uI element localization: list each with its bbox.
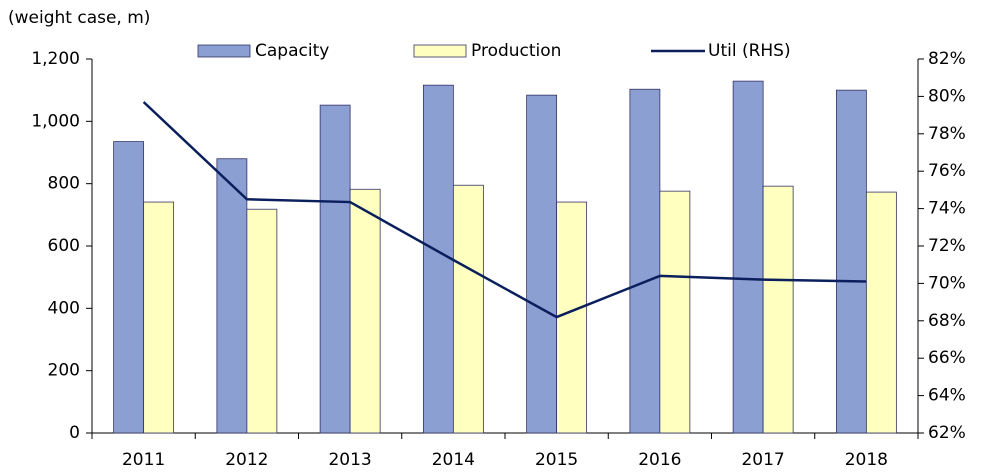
- bar: [835, 89, 867, 434]
- legend-swatch: [197, 44, 251, 58]
- legend-label: Production: [471, 41, 561, 61]
- bar: [526, 94, 558, 434]
- legend-label: Capacity: [255, 41, 329, 61]
- legend-label: Util (RHS): [708, 41, 791, 61]
- bar: [319, 104, 351, 434]
- bar: [113, 141, 145, 434]
- y2-tick-label: 62%: [928, 423, 966, 443]
- y-tick-label: 1,200: [31, 49, 80, 69]
- bar: [865, 191, 897, 434]
- y-axis-label: (weight case, m): [8, 8, 150, 28]
- y2-tick-label: 72%: [928, 236, 966, 256]
- y2-tick-label: 82%: [928, 49, 966, 69]
- y2-tick-label: 78%: [928, 124, 966, 144]
- y2-tick-label: 80%: [928, 86, 966, 106]
- bar: [629, 88, 661, 434]
- x-tick-label: 2018: [845, 450, 888, 470]
- bar: [732, 80, 764, 434]
- y-tick-label: 400: [48, 298, 80, 318]
- x-tick-label: 2014: [432, 450, 475, 470]
- x-tick-label: 2012: [225, 450, 268, 470]
- bar: [556, 201, 588, 434]
- x-tick-label: 2017: [741, 450, 784, 470]
- y-tick-label: 600: [48, 236, 80, 256]
- y-tick-label: 1,000: [31, 111, 80, 131]
- y-tick-label: 800: [48, 174, 80, 194]
- bar: [762, 185, 794, 434]
- y-tick-label: 200: [48, 361, 80, 381]
- bar: [452, 184, 484, 434]
- bar: [246, 208, 278, 434]
- x-tick-label: 2015: [535, 450, 578, 470]
- x-tick-label: 2016: [638, 450, 681, 470]
- bar: [143, 201, 175, 434]
- line: [142, 101, 867, 319]
- y2-tick-label: 64%: [928, 386, 966, 406]
- bar: [422, 84, 454, 434]
- bar: [349, 188, 381, 434]
- bar: [216, 158, 248, 434]
- y2-tick-label: 66%: [928, 348, 966, 368]
- y-tick-label: 0: [69, 423, 80, 443]
- x-tick-label: 2013: [328, 450, 371, 470]
- bar: [659, 190, 691, 434]
- y2-tick-label: 70%: [928, 273, 966, 293]
- legend-swatch: [413, 44, 467, 58]
- y2-tick-label: 68%: [928, 311, 966, 331]
- y2-tick-label: 76%: [928, 161, 966, 181]
- x-tick-label: 2011: [122, 450, 165, 470]
- y2-tick-label: 74%: [928, 199, 966, 219]
